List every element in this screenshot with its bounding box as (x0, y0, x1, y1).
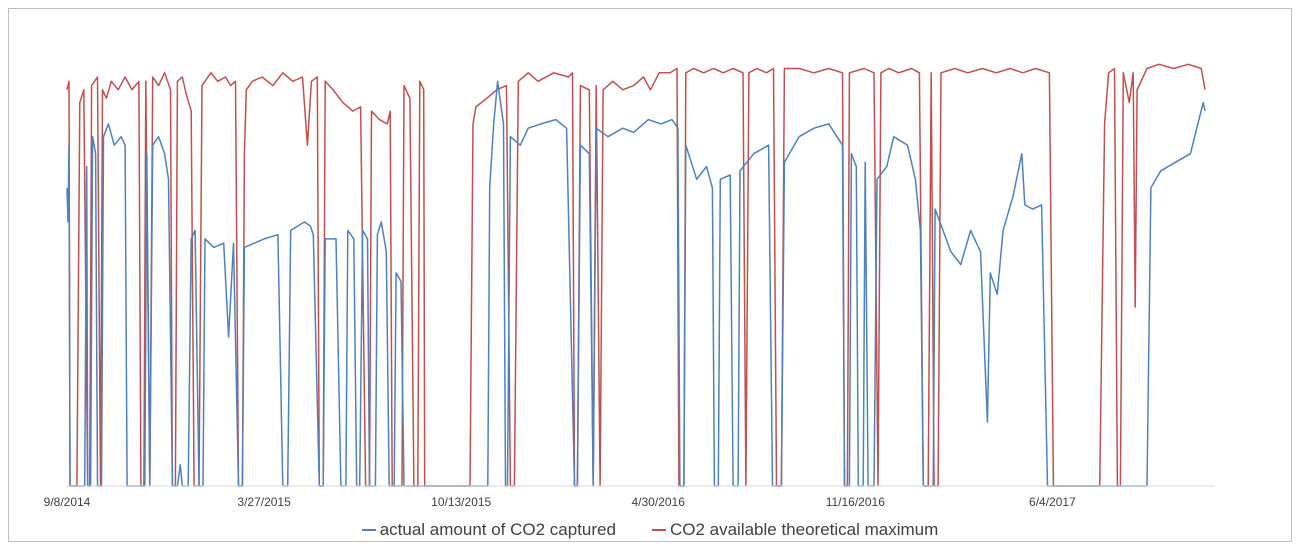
legend-entry-actual: actual amount of CO2 captured (362, 520, 616, 540)
legend-label-theoretical: CO2 available theoretical maximum (670, 520, 938, 540)
legend-entry-theoretical: CO2 available theoretical maximum (652, 520, 938, 540)
legend-label-actual: actual amount of CO2 captured (380, 520, 616, 540)
x-axis-ticks: 9/8/2014 3/27/2015 10/13/2015 4/30/2016 11/1… (44, 495, 1076, 509)
legend-swatch-actual (362, 529, 376, 531)
legend-swatch-theoretical (652, 529, 666, 531)
x-tick-label: 11/16/2016 (826, 495, 885, 509)
x-tick-label: 10/13/2015 (431, 495, 491, 509)
series-layer (67, 64, 1205, 486)
x-tick-label: 6/4/2017 (1029, 495, 1076, 509)
x-tick-label: 9/8/2014 (44, 495, 91, 509)
x-tick-label: 3/27/2015 (237, 495, 291, 509)
x-tick-label: 4/30/2016 (632, 495, 686, 509)
legend: actual amount of CO2 captured CO2 availa… (0, 517, 1300, 543)
